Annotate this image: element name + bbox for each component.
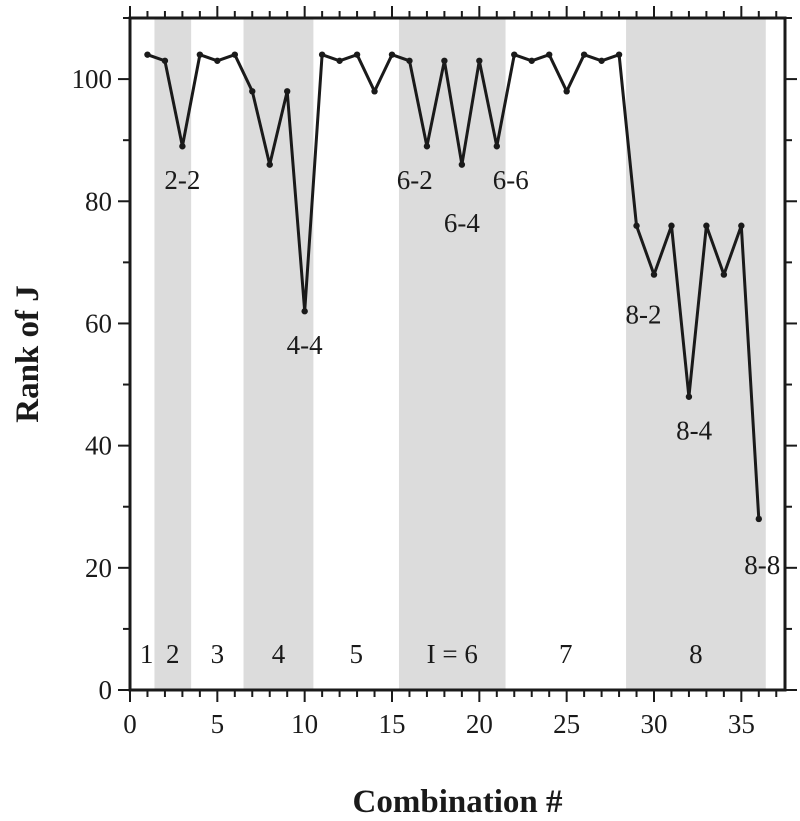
band-label: 8 — [689, 639, 703, 669]
annotation-label: 8-4 — [676, 416, 712, 446]
axis-ticks — [118, 6, 797, 702]
band-label: 3 — [211, 639, 225, 669]
data-point — [423, 143, 431, 150]
shaded-band — [154, 18, 192, 690]
data-point — [563, 88, 570, 95]
y-tick-label: 40 — [85, 431, 112, 461]
data-point — [214, 57, 221, 64]
y-tick-label: 0 — [99, 675, 113, 705]
data-point — [476, 57, 483, 64]
data-point — [196, 51, 204, 58]
x-tick-label: 5 — [211, 709, 225, 739]
annotations: 2-2 4-4 6-2 6-4 6-6 8-2 8-4 8-8 — [164, 165, 780, 580]
data-point — [493, 143, 500, 150]
shaded-band — [626, 18, 766, 690]
data-point — [458, 161, 466, 168]
x-tick-label: 25 — [553, 709, 580, 739]
data-point — [580, 51, 588, 58]
data-point — [441, 57, 448, 64]
band-label: 5 — [349, 639, 363, 669]
data-point — [318, 51, 326, 58]
y-tick-label: 100 — [72, 64, 113, 94]
band-label: 7 — [559, 639, 573, 669]
data-point — [633, 222, 640, 229]
x-axis-title: Combination # — [353, 784, 563, 820]
x-tick-label: 35 — [728, 709, 755, 739]
data-point — [528, 57, 535, 64]
data-point — [144, 51, 151, 58]
series-path — [147, 53, 761, 519]
data-point — [755, 515, 762, 523]
data-point — [650, 271, 658, 278]
data-point — [546, 51, 553, 58]
data-point — [685, 393, 693, 400]
data-point — [615, 51, 623, 58]
data-point — [284, 88, 291, 95]
annotation-label: 6-4 — [444, 208, 480, 238]
data-point — [301, 308, 308, 315]
x-tick-label: 30 — [641, 709, 668, 739]
shaded-bands — [154, 18, 766, 690]
data-point — [336, 57, 343, 64]
data-point — [388, 51, 396, 58]
band-label: 1 — [140, 639, 154, 669]
data-point — [371, 88, 378, 95]
data-point — [161, 57, 169, 64]
x-tick-label: 15 — [379, 709, 406, 739]
data-point — [703, 222, 710, 229]
annotation-label: 6-6 — [493, 165, 529, 195]
data-point — [179, 143, 186, 150]
band-label: I = 6 — [427, 639, 478, 669]
y-tick-label: 20 — [85, 553, 112, 583]
x-tick-label: 10 — [291, 709, 318, 739]
shaded-band — [398, 18, 506, 690]
band-label: 4 — [272, 639, 286, 669]
data-point — [738, 222, 745, 229]
y-tick-label: 80 — [85, 186, 112, 216]
data-point — [249, 88, 256, 95]
data-point — [511, 51, 518, 58]
data-point — [598, 57, 605, 64]
data-point — [266, 161, 273, 168]
x-tick-label: 0 — [123, 709, 137, 739]
data-point — [406, 57, 413, 64]
data-point — [668, 222, 675, 229]
y-axis-title: Rank of J — [10, 285, 46, 423]
annotation-label: 4-4 — [287, 330, 323, 360]
annotation-label: 6-2 — [397, 165, 433, 195]
y-tick-label: 60 — [85, 308, 112, 338]
band-label: 2 — [166, 639, 180, 669]
annotation-label: 2-2 — [164, 165, 200, 195]
annotation-label: 8-8 — [744, 550, 780, 580]
data-point — [720, 271, 728, 278]
annotation-label: 8-2 — [626, 299, 662, 329]
data-point — [353, 51, 361, 58]
x-tick-label: 20 — [466, 709, 493, 739]
plot-frame — [128, 16, 787, 692]
data-point — [231, 51, 238, 58]
series-line — [144, 51, 762, 523]
